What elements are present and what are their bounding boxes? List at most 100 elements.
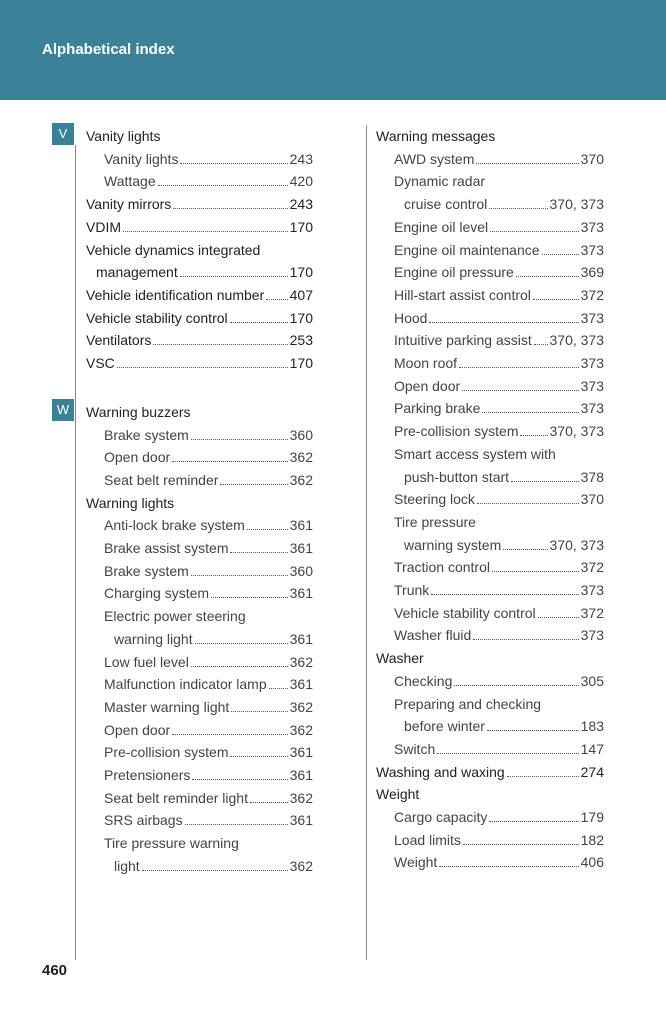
dot-leader <box>268 688 288 690</box>
index-line: Dynamic radar <box>394 168 604 190</box>
dot-leader <box>429 321 579 323</box>
index-term: Washer <box>376 650 424 667</box>
page-ref: 370, 373 <box>549 196 605 213</box>
page-ref: 361 <box>289 540 313 556</box>
dot-leader <box>462 843 579 845</box>
dot-leader <box>229 321 288 323</box>
page-ref: 420 <box>289 173 313 190</box>
index-term: management <box>96 264 178 281</box>
page-number: 460 <box>42 962 68 979</box>
page-ref: 361 <box>289 812 313 829</box>
index-line: Brake assist system 361 <box>104 535 313 557</box>
index-term: Tire pressure <box>394 513 476 530</box>
letter-badge: V <box>52 123 74 145</box>
index-term: Open door <box>394 377 461 394</box>
page-ref: 373 <box>580 377 604 394</box>
dot-leader <box>157 185 288 187</box>
index-term: Seat belt reminder light <box>104 789 248 806</box>
index-line: Trunk 373 <box>394 577 604 599</box>
index-term: Open door <box>104 721 171 738</box>
page-ref: 369 <box>580 264 604 281</box>
page-ref: 170 <box>289 309 313 326</box>
index-line: Low fuel level 362 <box>104 649 313 671</box>
index-term: warning light <box>114 630 193 647</box>
page-ref: 362 <box>289 789 313 806</box>
index-line: Warning lights <box>86 490 313 512</box>
dot-leader <box>439 866 579 868</box>
index-line: Malfunction indicator lamp 361 <box>104 671 313 693</box>
page-ref: 170 <box>289 355 313 371</box>
dot-leader <box>249 801 288 803</box>
index-line: Engine oil maintenance 373 <box>394 237 604 259</box>
dot-leader <box>490 230 579 232</box>
page-ref: 274 <box>580 763 604 780</box>
index-term: Master warning light <box>104 698 230 715</box>
index-line: Vehicle stability control 170 <box>86 305 313 327</box>
page-ref: 362 <box>289 449 313 466</box>
index-term: Brake assist system <box>104 540 229 556</box>
page-ref: 243 <box>289 196 313 213</box>
index-line: Pre-collision system 370, 373 <box>394 418 604 440</box>
index-line: Smart access system with <box>394 441 604 463</box>
page-ref: 362 <box>289 857 313 874</box>
page-ref: 361 <box>289 517 313 534</box>
index-line: Weight <box>376 781 604 803</box>
index-term: Preparing and checking <box>394 695 542 712</box>
index-line: Tire pressure <box>394 509 604 531</box>
index-line: Open door 362 <box>104 444 313 466</box>
page-ref: 373 <box>580 241 604 258</box>
index-line: Seat belt reminder 362 <box>104 467 313 489</box>
dot-leader <box>184 824 288 826</box>
index-line: Warning messages <box>376 123 604 145</box>
page-ref: 147 <box>580 740 604 757</box>
dot-leader <box>431 594 579 595</box>
dot-leader <box>482 412 579 414</box>
dot-leader <box>230 756 288 758</box>
index-line: Preparing and checking <box>394 691 604 713</box>
page-ref: 179 <box>580 809 604 825</box>
index-line: Checking 305 <box>394 668 604 690</box>
page-ref: 373 <box>580 582 604 598</box>
index-line: Tire pressure warning <box>104 830 313 852</box>
page-ref: 370 <box>580 150 604 167</box>
dot-leader <box>459 367 579 368</box>
index-term: Cargo capacity <box>394 809 488 825</box>
index-term: Vehicle dynamics integrated <box>86 241 261 258</box>
index-term: Parking brake <box>394 400 481 417</box>
page-ref: 372 <box>580 559 604 576</box>
index-term: Vanity lights <box>104 150 179 167</box>
index-term: Vehicle stability control <box>394 604 536 621</box>
dot-leader <box>476 162 579 164</box>
index-term: Pre-collision system <box>394 423 519 440</box>
index-line: Washer fluid 373 <box>394 622 604 644</box>
dot-leader <box>194 642 288 644</box>
header: Alphabetical index <box>0 0 666 100</box>
index-term: Charging system <box>104 585 210 602</box>
index-term: Moon roof <box>394 355 458 371</box>
dot-leader <box>454 684 579 686</box>
page-ref: 362 <box>289 471 313 488</box>
index-line: Electric power steering <box>104 603 313 625</box>
index-line: Weight 406 <box>394 849 604 871</box>
dot-leader <box>246 529 288 531</box>
page-ref: 362 <box>289 698 313 715</box>
index-line: Washing and waxing 274 <box>376 759 604 781</box>
index-term: Malfunction indicator lamp <box>104 676 267 693</box>
dot-leader <box>220 483 288 485</box>
page-ref: 361 <box>289 744 313 761</box>
index-line: AWD system 370 <box>394 146 604 168</box>
index-term: Engine oil pressure <box>394 264 514 281</box>
page-ref: 182 <box>580 831 604 848</box>
index-term: VDIM <box>86 218 121 235</box>
page-ref: 170 <box>289 264 313 281</box>
dot-leader <box>141 869 288 871</box>
index-term: Ventilators <box>86 332 152 349</box>
index-term: Anti-lock brake system <box>104 517 245 534</box>
index-term: Weight <box>394 854 438 871</box>
dot-leader <box>179 276 288 278</box>
dot-leader <box>192 779 288 780</box>
page-ref: 378 <box>580 468 604 485</box>
dot-leader <box>116 367 288 368</box>
dot-leader <box>123 230 288 232</box>
index-line: Steering lock 370 <box>394 486 604 508</box>
